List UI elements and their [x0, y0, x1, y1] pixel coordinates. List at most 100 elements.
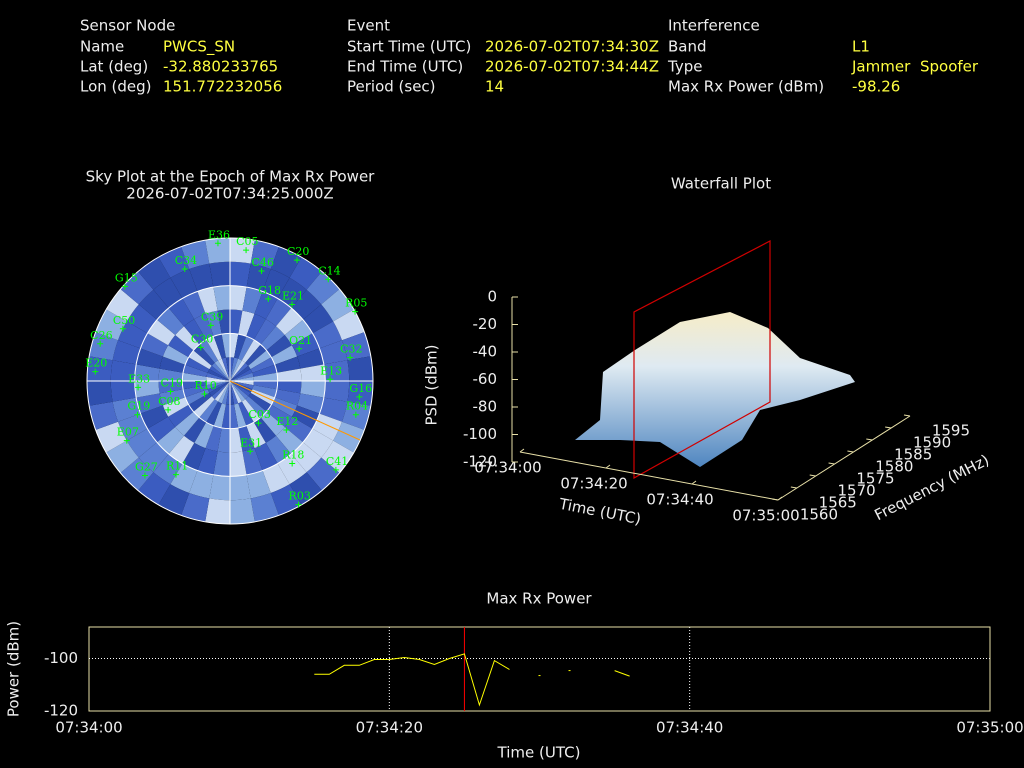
satellite-marker — [325, 276, 332, 283]
sky-cell — [230, 369, 253, 381]
satellite-marker — [141, 472, 148, 479]
x-axis-title: Time (UTC) — [557, 495, 643, 529]
line-point — [568, 670, 571, 672]
sky-cell — [230, 381, 249, 400]
x-tick — [777, 496, 783, 501]
sky-cell — [230, 381, 254, 386]
sky-cell — [270, 246, 302, 278]
sky-cell — [230, 381, 239, 405]
satellite-label: E31 — [240, 436, 262, 449]
sky-cell — [197, 448, 218, 475]
sky-cell — [323, 360, 350, 381]
sky-cell — [213, 285, 230, 311]
y-tick — [866, 438, 873, 441]
section-title: Interference — [668, 17, 760, 35]
sky-cell — [181, 240, 210, 269]
sky-cell — [254, 442, 278, 471]
y-tick — [828, 462, 835, 465]
sky-cell — [206, 381, 230, 386]
satellite-label: C46 — [252, 256, 274, 269]
sky-cell — [182, 372, 207, 381]
sky-cell — [297, 393, 324, 414]
sky-cell — [246, 422, 266, 449]
sky-cell — [254, 291, 278, 320]
sky-cell — [303, 304, 334, 334]
satellite-marker — [352, 308, 359, 315]
sky-cell — [110, 381, 137, 402]
sky-cell — [181, 493, 210, 522]
sky-cell — [291, 442, 322, 473]
x-tick-label: 07:34:20 — [356, 719, 423, 737]
field-label: Type — [667, 58, 702, 76]
sky-cell — [175, 326, 200, 351]
satellite-label: R10 — [195, 379, 217, 392]
sky-cell — [194, 313, 214, 340]
sky-cell — [221, 404, 230, 429]
sky-cell — [230, 381, 246, 402]
sky-cell — [230, 404, 239, 429]
x-tick-label: 07:35:00 — [956, 719, 1023, 737]
sky-cell — [230, 358, 242, 381]
satellite-label: C34 — [175, 254, 197, 267]
sky-cell — [205, 310, 222, 337]
sky-cell — [241, 339, 261, 363]
sky-cell — [230, 381, 251, 397]
sky-cell — [209, 474, 230, 501]
satellite-label: C26 — [90, 329, 112, 342]
sky-cell — [230, 357, 235, 381]
z-tick-label: 0 — [487, 288, 497, 306]
z-tick-label: -20 — [473, 315, 498, 333]
sky-cell — [206, 381, 230, 390]
sky-cell — [209, 365, 230, 381]
satellite-marker — [121, 283, 128, 290]
sky-cell — [230, 376, 254, 381]
section-title: Event — [347, 17, 390, 35]
sky-cell — [347, 356, 373, 381]
sky-cell — [276, 427, 303, 454]
satellite-label: C41 — [326, 455, 348, 468]
field-label: Lat (deg) — [80, 58, 148, 76]
bearing-line — [229, 380, 361, 441]
sky-cell — [89, 401, 118, 430]
x-tick-label: 07:35:00 — [732, 507, 799, 525]
sky-cell — [211, 381, 230, 400]
sky-cell — [197, 287, 218, 314]
sky-cell — [87, 356, 113, 381]
sky-cell — [199, 399, 219, 423]
sky-cell — [230, 285, 247, 311]
sky-cell — [274, 356, 301, 373]
satellite-marker — [172, 471, 179, 478]
sky-cell — [262, 269, 290, 299]
sky-cell — [323, 381, 350, 402]
sky-cell — [306, 271, 340, 305]
sky-cell — [112, 397, 141, 422]
y-tick — [885, 426, 892, 429]
y-tick-label: -100 — [44, 649, 78, 667]
x-tick — [691, 480, 697, 485]
sky-cell — [265, 298, 292, 327]
sky-cell — [209, 381, 230, 397]
plot-frame — [88, 626, 991, 712]
sky-cell — [230, 474, 251, 501]
sky-cell — [252, 364, 277, 377]
satellite-label: C19 — [161, 376, 183, 389]
field-value: PWCS_SN — [163, 38, 235, 57]
satellite-marker — [119, 325, 126, 332]
sky-cell — [126, 428, 157, 458]
x-tick-label: 07:34:40 — [656, 719, 723, 737]
z-axis-title: PSD (dBm) — [423, 344, 441, 425]
sky-cell — [333, 421, 365, 453]
sky-cell — [207, 381, 230, 393]
satellite-label: R03 — [289, 490, 311, 503]
sky-cell — [118, 413, 148, 441]
sky-cell — [342, 332, 371, 361]
line-series — [614, 670, 630, 677]
field-label: Name — [80, 38, 124, 56]
sky-cell — [207, 369, 230, 381]
sky-cell — [221, 333, 230, 358]
sky-cell — [270, 484, 302, 516]
sky-cell — [211, 362, 230, 381]
sky-cell — [271, 345, 298, 365]
z-tick-label: -120 — [463, 453, 497, 471]
